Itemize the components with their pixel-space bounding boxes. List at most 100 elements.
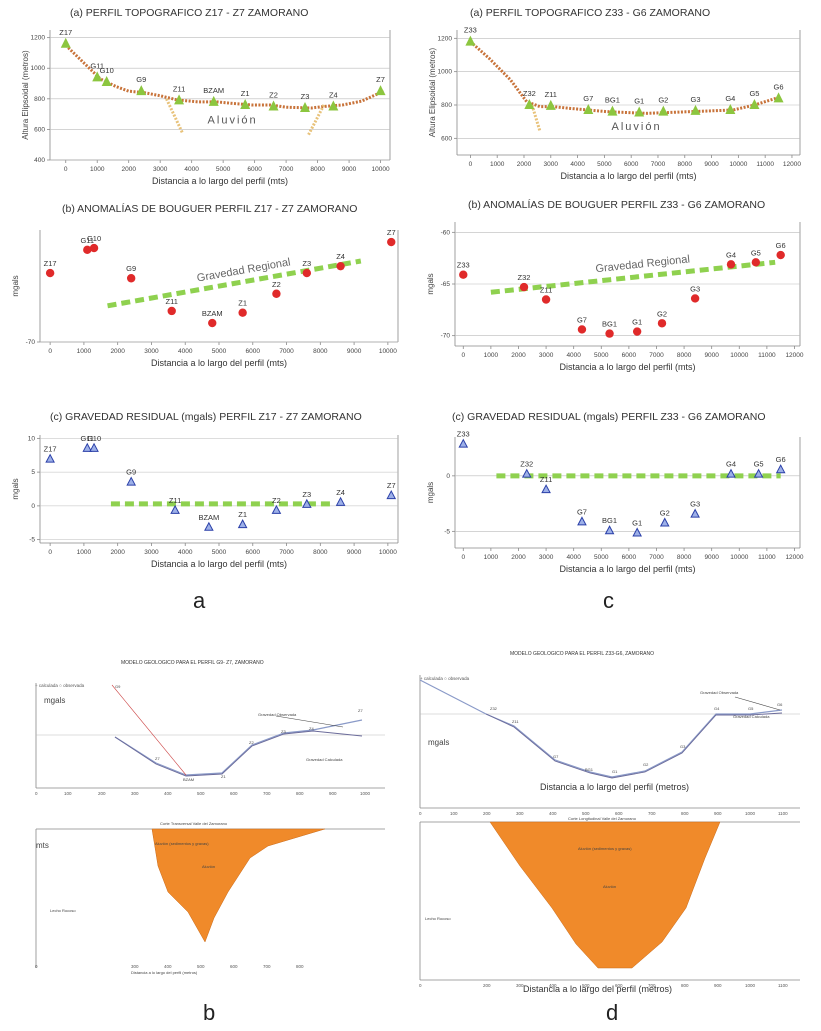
residual-point — [632, 527, 642, 537]
residual-label: G3 — [690, 500, 700, 509]
model-b-station-g9: G9 — [115, 684, 121, 689]
residual-point — [45, 453, 55, 463]
x-tick-label: 0 — [48, 348, 52, 355]
x-tick-label: 4000 — [566, 554, 581, 561]
svg-text:800: 800 — [296, 964, 304, 969]
svg-text:300: 300 — [516, 983, 524, 988]
x-axis-label: Distancia a lo largo del perfil (mts) — [560, 171, 696, 181]
anomaly-point — [302, 268, 312, 278]
model-d-station-g4: G4 — [714, 706, 720, 711]
station-label: G1 — [634, 97, 644, 106]
model-d-obs-pointer — [734, 696, 781, 711]
x-tick-label: 1000 — [90, 166, 105, 173]
y-axis-label: mgals — [11, 275, 20, 296]
station-marker — [92, 71, 103, 82]
x-tick-label: 6000 — [622, 554, 637, 561]
residual-point — [386, 490, 397, 500]
anomaly-point — [776, 250, 785, 260]
x-tick-label: 11000 — [758, 554, 776, 561]
x-tick-label: 10000 — [372, 166, 390, 173]
x-tick-label: 1000 — [484, 554, 499, 561]
anomaly-label: Z11 — [166, 297, 178, 306]
x-tick-label: 0 — [48, 549, 52, 556]
section-b-fill-note: Aluvión (sedimentos y gravas) — [155, 841, 209, 846]
x-tick-label: 9000 — [347, 549, 362, 556]
anomaly-label: Z11 — [540, 286, 552, 295]
x-tick-label: 3000 — [544, 161, 559, 168]
station-label: Z7 — [376, 75, 385, 84]
section-d-title: Corte Longitudinal Valle del Zamorano — [568, 816, 637, 821]
x-axis-label: Distancia a lo largo del perfil (mts) — [152, 176, 288, 186]
model-d-xlabel: Distancia a lo largo del perfil (metros) — [540, 782, 689, 792]
x-tick-label: 8000 — [677, 352, 692, 359]
x-tick-label: 6000 — [624, 161, 639, 168]
residual-point — [89, 442, 99, 452]
anomaly-label: BG1 — [602, 320, 617, 329]
model-d-xticks: 0 100 200 300 400 500 600 700 800 900 1000 1100 — [419, 811, 788, 816]
residual-label: G6 — [776, 455, 786, 464]
residual-label: Z4 — [336, 488, 345, 497]
regional-trend-line — [490, 259, 776, 295]
x-tick-label: 7000 — [649, 554, 664, 561]
section-d-rock-label: Lecho Rocoso — [425, 916, 451, 921]
y-axis-label: mgals — [426, 482, 435, 503]
x-tick-label: 11000 — [756, 161, 774, 168]
model-b-station-z2: Z2 — [249, 740, 254, 745]
x-tick-label: 7000 — [279, 549, 294, 556]
residual-point — [775, 464, 786, 474]
station-marker — [60, 37, 71, 48]
station-label: BG1 — [605, 96, 620, 105]
station-label: Z4 — [329, 90, 338, 99]
model-d-station-z11: Z11 — [512, 719, 519, 724]
x-tick-label: 12000 — [785, 554, 803, 561]
y-tick-label: -65 — [441, 281, 451, 288]
svg-text:100: 100 — [450, 811, 458, 816]
svg-text:700: 700 — [648, 983, 656, 988]
svg-text:400: 400 — [549, 983, 557, 988]
station-marker — [328, 100, 339, 111]
station-marker — [240, 98, 251, 109]
model-d-station-g5: G5 — [748, 706, 754, 711]
residual-point — [170, 504, 180, 514]
y-tick-label: 5 — [31, 469, 35, 476]
x-tick-label: 3000 — [539, 554, 554, 561]
x-tick-label: 8000 — [313, 348, 328, 355]
residual-point — [753, 468, 764, 478]
panel-letter-c: c — [603, 588, 614, 613]
x-tick-label: 6000 — [246, 348, 261, 355]
residual-label: Z17 — [44, 445, 57, 454]
anomaly-label: G2 — [657, 309, 667, 318]
anomaly-point — [167, 306, 176, 316]
x-tick-label: 7000 — [279, 348, 294, 355]
section-b-title: Corte Transversal Valle del Zamorano — [160, 821, 228, 826]
model-b-station-z1: Z7 — [155, 756, 160, 761]
model-b-ylabel: mgals — [44, 696, 65, 705]
y-tick-label: -5 — [29, 537, 35, 544]
anomaly-label: G1 — [632, 318, 642, 327]
x-tick-label: 0 — [461, 352, 465, 359]
station-marker — [524, 99, 535, 109]
x-tick-label: 3000 — [144, 348, 159, 355]
station-label: Z1 — [241, 89, 250, 98]
x-axis-label: Distancia a lo largo del perfil (mts) — [151, 559, 287, 569]
x-tick-label: 6000 — [246, 549, 261, 556]
residual-label: G4 — [726, 460, 736, 469]
x-tick-label: 5000 — [594, 352, 609, 359]
chart-a3: (c) GRAVEDAD RESIDUAL (mgals) PERFIL Z17… — [11, 411, 399, 569]
station-marker — [545, 99, 556, 110]
x-tick-label: 0 — [64, 166, 68, 173]
topography-line — [64, 44, 385, 110]
model-d-station-g6: G6 — [777, 702, 783, 707]
x-tick-label: 10000 — [730, 554, 748, 561]
model-d-station-z32: Z32 — [490, 706, 498, 711]
anomaly-label: Z7 — [387, 228, 396, 237]
svg-text:0: 0 — [419, 811, 422, 816]
residual-label: Z2 — [272, 496, 281, 505]
anomaly-label: Z1 — [238, 299, 247, 308]
model-b-pointer-line — [111, 684, 187, 776]
station-marker — [607, 105, 618, 116]
y-tick-label: -60 — [441, 229, 451, 236]
y-tick-label: 10 — [28, 435, 36, 442]
svg-text:1000: 1000 — [745, 983, 756, 988]
svg-text:0: 0 — [419, 983, 422, 988]
